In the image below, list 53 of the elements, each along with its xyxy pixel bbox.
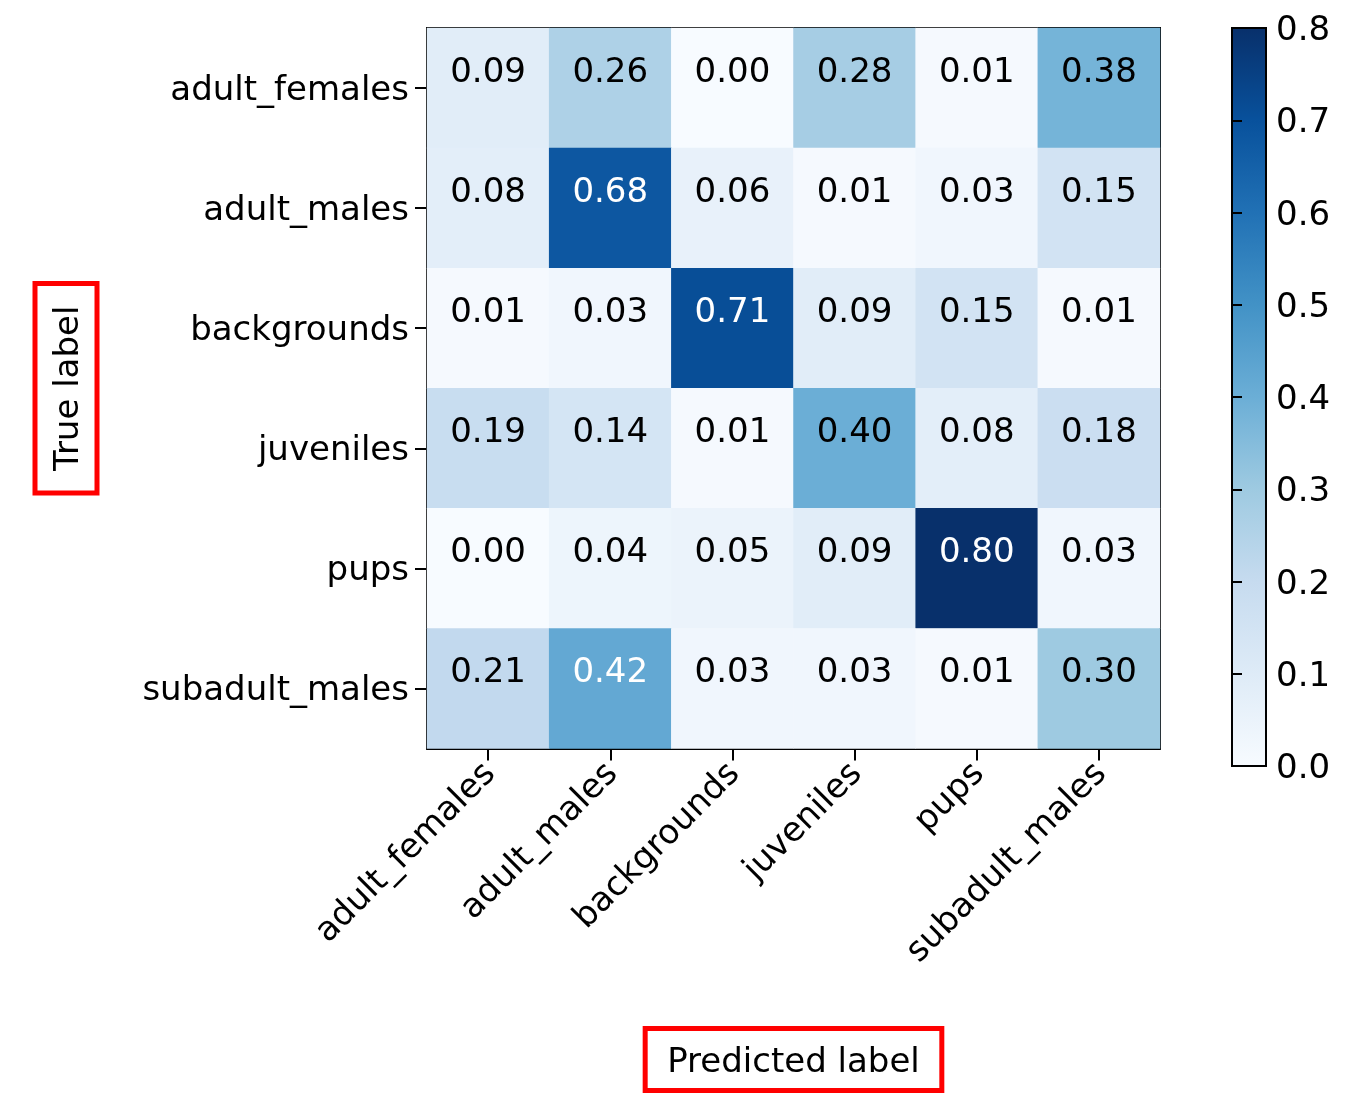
- data-label: 0.15: [938, 290, 1015, 331]
- color-bar-label: 0.2: [1276, 561, 1331, 602]
- data-label: 0.01: [450, 290, 526, 331]
- data-label: 0.80: [938, 530, 1015, 571]
- color-bar-label: 0.4: [1276, 377, 1331, 417]
- color-bar-label: 0.0: [1276, 746, 1331, 786]
- data-label: 0.03: [694, 650, 771, 691]
- data-label: 0.21: [450, 650, 526, 691]
- x-axis-title: Predicted label: [667, 1039, 920, 1080]
- data-label: 0.01: [1061, 290, 1137, 331]
- data-label: 0.40: [816, 410, 893, 451]
- data-label: 0.14: [572, 410, 649, 451]
- data-label: 0.01: [938, 50, 1015, 91]
- data-label: 0.05: [694, 530, 771, 571]
- data-label: 0.00: [694, 50, 771, 91]
- y-tick-label: subadult_males: [142, 668, 409, 709]
- data-label: 0.01: [938, 650, 1015, 691]
- data-label: 0.08: [938, 410, 1015, 451]
- data-label: 0.09: [816, 530, 893, 571]
- data-label: 0.00: [450, 530, 526, 571]
- data-label: 0.38: [1061, 50, 1137, 91]
- data-label: 0.09: [816, 290, 893, 331]
- data-label: 0.71: [694, 290, 771, 331]
- y-tick-label: adult_males: [203, 188, 409, 229]
- data-label: 0.15: [1061, 170, 1137, 211]
- data-label: 0.09: [450, 50, 526, 91]
- data-label: 0.30: [1061, 650, 1137, 691]
- data-label: 0.28: [816, 50, 893, 91]
- y-tick-label: backgrounds: [190, 308, 409, 349]
- data-label: 0.03: [1061, 530, 1137, 571]
- data-label: 0.26: [572, 50, 649, 91]
- color-bar-label: 0.8: [1276, 8, 1331, 48]
- color-bar-label: 0.5: [1276, 284, 1331, 325]
- data-label: 0.04: [572, 530, 649, 571]
- color-bar-label: 0.1: [1276, 653, 1331, 694]
- data-label: 0.19: [450, 410, 526, 451]
- data-label: 0.03: [816, 650, 893, 691]
- data-label: 0.68: [572, 170, 649, 211]
- data-label: 0.08: [450, 170, 526, 211]
- data-label: 0.18: [1061, 410, 1137, 451]
- data-label: 0.03: [572, 290, 649, 331]
- color-bar-label: 0.6: [1276, 192, 1331, 233]
- data-label: 0.01: [816, 170, 893, 211]
- y-axis-title: True label: [46, 305, 86, 472]
- y-tick-label: juveniles: [256, 428, 409, 469]
- y-tick-label: pups: [326, 548, 409, 589]
- y-tick-label: adult_females: [170, 68, 409, 109]
- data-label: 0.01: [694, 410, 771, 451]
- data-label: 0.06: [694, 170, 771, 211]
- data-label: 0.42: [572, 650, 649, 691]
- data-label: 0.03: [938, 170, 1015, 211]
- color-bar-label: 0.3: [1276, 469, 1331, 510]
- color-bar-label: 0.7: [1276, 100, 1331, 141]
